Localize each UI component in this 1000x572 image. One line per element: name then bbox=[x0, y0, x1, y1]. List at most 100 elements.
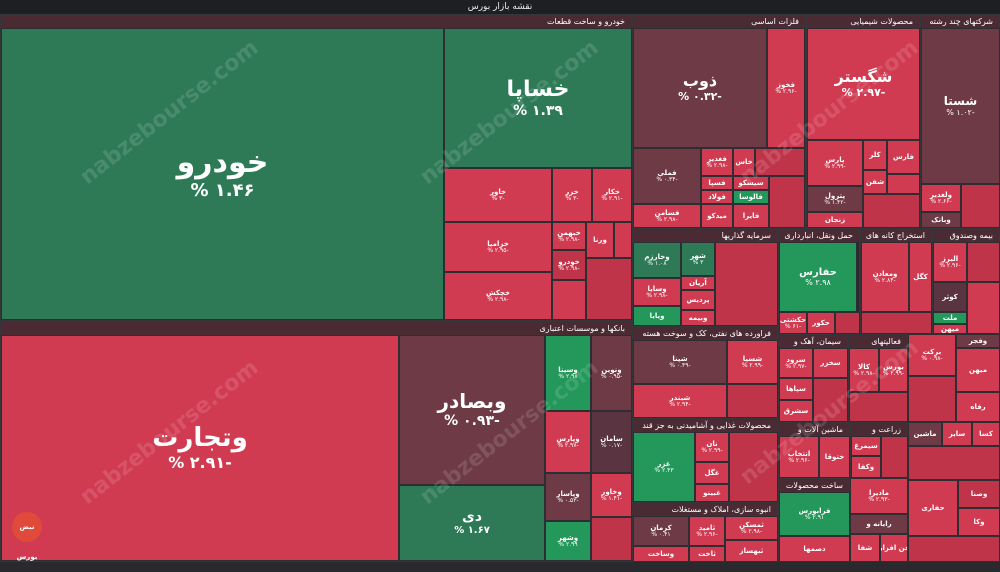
tile-pardis[interactable]: پردیس bbox=[681, 290, 715, 310]
tile-shasta[interactable]: شستا % ۱.۰۲- bbox=[921, 28, 1000, 184]
tile-right-filler-1[interactable] bbox=[908, 376, 956, 422]
tile-fanafzar[interactable]: فن افزار bbox=[880, 534, 908, 562]
tile-khodro-2[interactable]: خودرو % ۲.۹۸- bbox=[552, 250, 586, 280]
tile-kowsar[interactable]: کوثر bbox=[933, 282, 967, 312]
tile-other-filler[interactable] bbox=[849, 392, 908, 422]
tile-sepaha[interactable]: سپاها bbox=[779, 378, 813, 400]
tile-fkhoz[interactable]: فخوز % ۲.۹۶- bbox=[767, 28, 805, 148]
tile-sisco[interactable]: سیسکو bbox=[733, 176, 769, 190]
tile-auto-filler-1[interactable] bbox=[586, 258, 632, 320]
tile-khodro[interactable]: خودرو % ۱.۴۶ bbox=[1, 28, 444, 320]
tile-shafan[interactable]: شفن bbox=[863, 170, 887, 194]
tile-mellat[interactable]: ملت bbox=[933, 312, 967, 324]
tile-sorood[interactable]: سرود % ۲.۹۷- bbox=[779, 348, 813, 378]
tile-vbime[interactable]: وبیمه bbox=[681, 310, 715, 326]
tile-saman[interactable]: سامان % ۰.۱۷- bbox=[591, 411, 632, 473]
tile-right-filler-2[interactable] bbox=[908, 446, 1000, 480]
tile-vbsader[interactable]: وبصادر % ۰.۹۳- bbox=[399, 335, 545, 485]
tile-sshargh[interactable]: سشرق bbox=[779, 400, 813, 422]
tile-nan[interactable]: نان % ۲.۹۹- bbox=[695, 432, 729, 462]
tile-khkar[interactable]: خکار % ۲.۹۱- bbox=[592, 168, 632, 222]
tile-shgostar[interactable]: شگستر % ۲.۹۷- bbox=[807, 28, 920, 140]
tile-midco[interactable]: میدکو bbox=[701, 204, 733, 228]
tile-bottom-filler[interactable] bbox=[908, 536, 1000, 562]
tile-metal-filler-1[interactable] bbox=[755, 148, 805, 176]
tile-shafa[interactable]: شفا bbox=[850, 534, 880, 562]
tile-ghazar[interactable]: غزر % ۲.۴۳ bbox=[633, 432, 695, 502]
tile-metal-filler-2[interactable] bbox=[769, 176, 805, 228]
tile-hkor[interactable]: حکور bbox=[807, 312, 835, 334]
tile-kalar[interactable]: کلر bbox=[863, 140, 887, 170]
tile-refah[interactable]: رفاه bbox=[956, 392, 1000, 422]
tile-rayane[interactable]: رایانه و bbox=[850, 514, 908, 534]
tile-fmeli[interactable]: فملی % ۰.۳۴- bbox=[633, 148, 701, 204]
tile-vpars[interactable]: وپارس % ۲.۹۷- bbox=[545, 411, 591, 473]
tile-ghbino[interactable]: غبینو bbox=[695, 484, 729, 502]
tile-vka[interactable]: وکا bbox=[958, 508, 1000, 536]
tile-fsepa[interactable]: فسپا bbox=[701, 176, 733, 190]
sector-auto[interactable]: خودرو و ساخت قطعات bbox=[0, 14, 632, 321]
tile-fsamen[interactable]: فسامن % ۲.۹۸- bbox=[633, 204, 701, 228]
tile-vnovin[interactable]: ونوین % ۰.۹۵- bbox=[591, 335, 632, 411]
tile-hafars[interactable]: حفارس % ۲.۹۸ bbox=[779, 242, 857, 312]
tile-shepna[interactable]: شپنا % ۰.۴۹- bbox=[633, 340, 727, 384]
tile-shebandar[interactable]: شبندر % ۲.۹۴- bbox=[633, 384, 727, 418]
tile-sbehsaz[interactable]: ثبهساز bbox=[725, 540, 778, 562]
tile-skhazar[interactable]: سخزر bbox=[813, 348, 848, 378]
tile-petro-filler[interactable] bbox=[727, 384, 778, 418]
tile-insure-filler-2[interactable] bbox=[967, 282, 1000, 334]
tile-cement-filler[interactable] bbox=[813, 378, 848, 422]
tile-vsaya[interactable]: وسایا % ۲.۹۸- bbox=[633, 278, 681, 306]
tile-kala[interactable]: کالا % ۲.۹۸- bbox=[849, 348, 879, 392]
tile-fars[interactable]: فارس bbox=[887, 140, 920, 174]
tile-oil-filler[interactable] bbox=[835, 312, 860, 334]
tile-agri-filler[interactable] bbox=[881, 436, 908, 478]
tile-khchaksh[interactable]: خچکش % ۲.۹۸- bbox=[444, 272, 552, 320]
tile-invest-filler[interactable] bbox=[715, 242, 778, 326]
tile-khzamia[interactable]: خزامیا % ۲.۹۵- bbox=[444, 222, 552, 272]
tile-header-small[interactable]: وفجر bbox=[956, 334, 1000, 348]
tile-vbank[interactable]: وبانک bbox=[921, 212, 961, 228]
tile-insure-filler[interactable] bbox=[967, 242, 1000, 282]
tile-khas[interactable]: خاس bbox=[733, 148, 755, 176]
tile-vpasar[interactable]: وپاسار % ۰.۵۳- bbox=[545, 473, 591, 521]
sector-oil[interactable]: حمل ونقل، انبارداری bbox=[778, 228, 860, 334]
tile-pars[interactable]: پارس % ۲.۹۹- bbox=[807, 140, 863, 186]
tile-mihan-2[interactable]: میهن bbox=[956, 348, 1000, 392]
tile-alborz[interactable]: البرز % ۲.۹۶- bbox=[933, 242, 967, 282]
tile-sakht[interactable]: ثاخت bbox=[689, 546, 725, 562]
tile-entekhab[interactable]: انتخاب % ۲.۹۶- bbox=[779, 436, 819, 478]
tile-shespa[interactable]: شسپا % ۲.۹۹- bbox=[727, 340, 778, 384]
tile-samaskan[interactable]: ثمسکن % ۲.۹۸- bbox=[725, 516, 778, 540]
tile-khbahman[interactable]: خبهمن % ۲.۹۸- bbox=[552, 222, 586, 250]
tile-petrol[interactable]: پترول % ۱.۴۲- bbox=[807, 186, 863, 212]
tile-bourse[interactable]: بورس % ۲.۹۹- bbox=[879, 348, 908, 392]
tile-vsakht[interactable]: وساخت bbox=[633, 546, 689, 562]
tile-vmaaden[interactable]: ومعادن % ۲.۸۴- bbox=[861, 242, 909, 312]
tile-khavar[interactable]: خاور % ۳- bbox=[444, 168, 552, 222]
tile-kegol[interactable]: کگل bbox=[909, 242, 932, 312]
tile-arian[interactable]: آریان bbox=[681, 276, 715, 290]
tile-kasa[interactable]: کسا bbox=[972, 422, 1000, 446]
tile-vorna[interactable]: ورنا bbox=[586, 222, 614, 258]
tile-khtooqa[interactable]: ختوقا bbox=[819, 436, 850, 478]
tile-auto-filler-3[interactable] bbox=[614, 222, 632, 258]
tile-falvosa[interactable]: فالوسا bbox=[733, 190, 769, 204]
tile-zanjan[interactable]: زنجان bbox=[807, 212, 863, 228]
tile-food-filler[interactable] bbox=[729, 432, 778, 502]
tile-simorgh[interactable]: سیمرغ bbox=[851, 436, 881, 456]
tile-multi-filler[interactable] bbox=[961, 184, 1000, 228]
tile-sayer[interactable]: سایر bbox=[942, 422, 972, 446]
tile-chem-filler-1[interactable] bbox=[863, 194, 920, 228]
tile-hkeshti[interactable]: حکشتی % ۶۱- bbox=[779, 312, 807, 334]
tile-shahr[interactable]: شهر % ۳ bbox=[681, 242, 715, 276]
tile-dsamha[interactable]: دصمها bbox=[779, 536, 850, 562]
tile-farabourse[interactable]: فرابورس % ۲.۹۱ bbox=[779, 492, 850, 536]
tile-madira[interactable]: مادیرا % ۲.۹۳- bbox=[850, 478, 908, 514]
tile-bank-filler-1[interactable] bbox=[591, 517, 632, 561]
tile-khsapa[interactable]: خساپا % ۱.۳۹ bbox=[444, 28, 632, 168]
tile-barkat[interactable]: برکت % ۰.۹۸- bbox=[908, 334, 956, 376]
tile-zob[interactable]: ذوب % ۰.۳۲- bbox=[633, 28, 767, 148]
tile-kerman[interactable]: کرمان % ۰.۴۱ bbox=[633, 516, 689, 546]
tile-samid[interactable]: ثامید % ۲.۹۶- bbox=[689, 516, 725, 546]
